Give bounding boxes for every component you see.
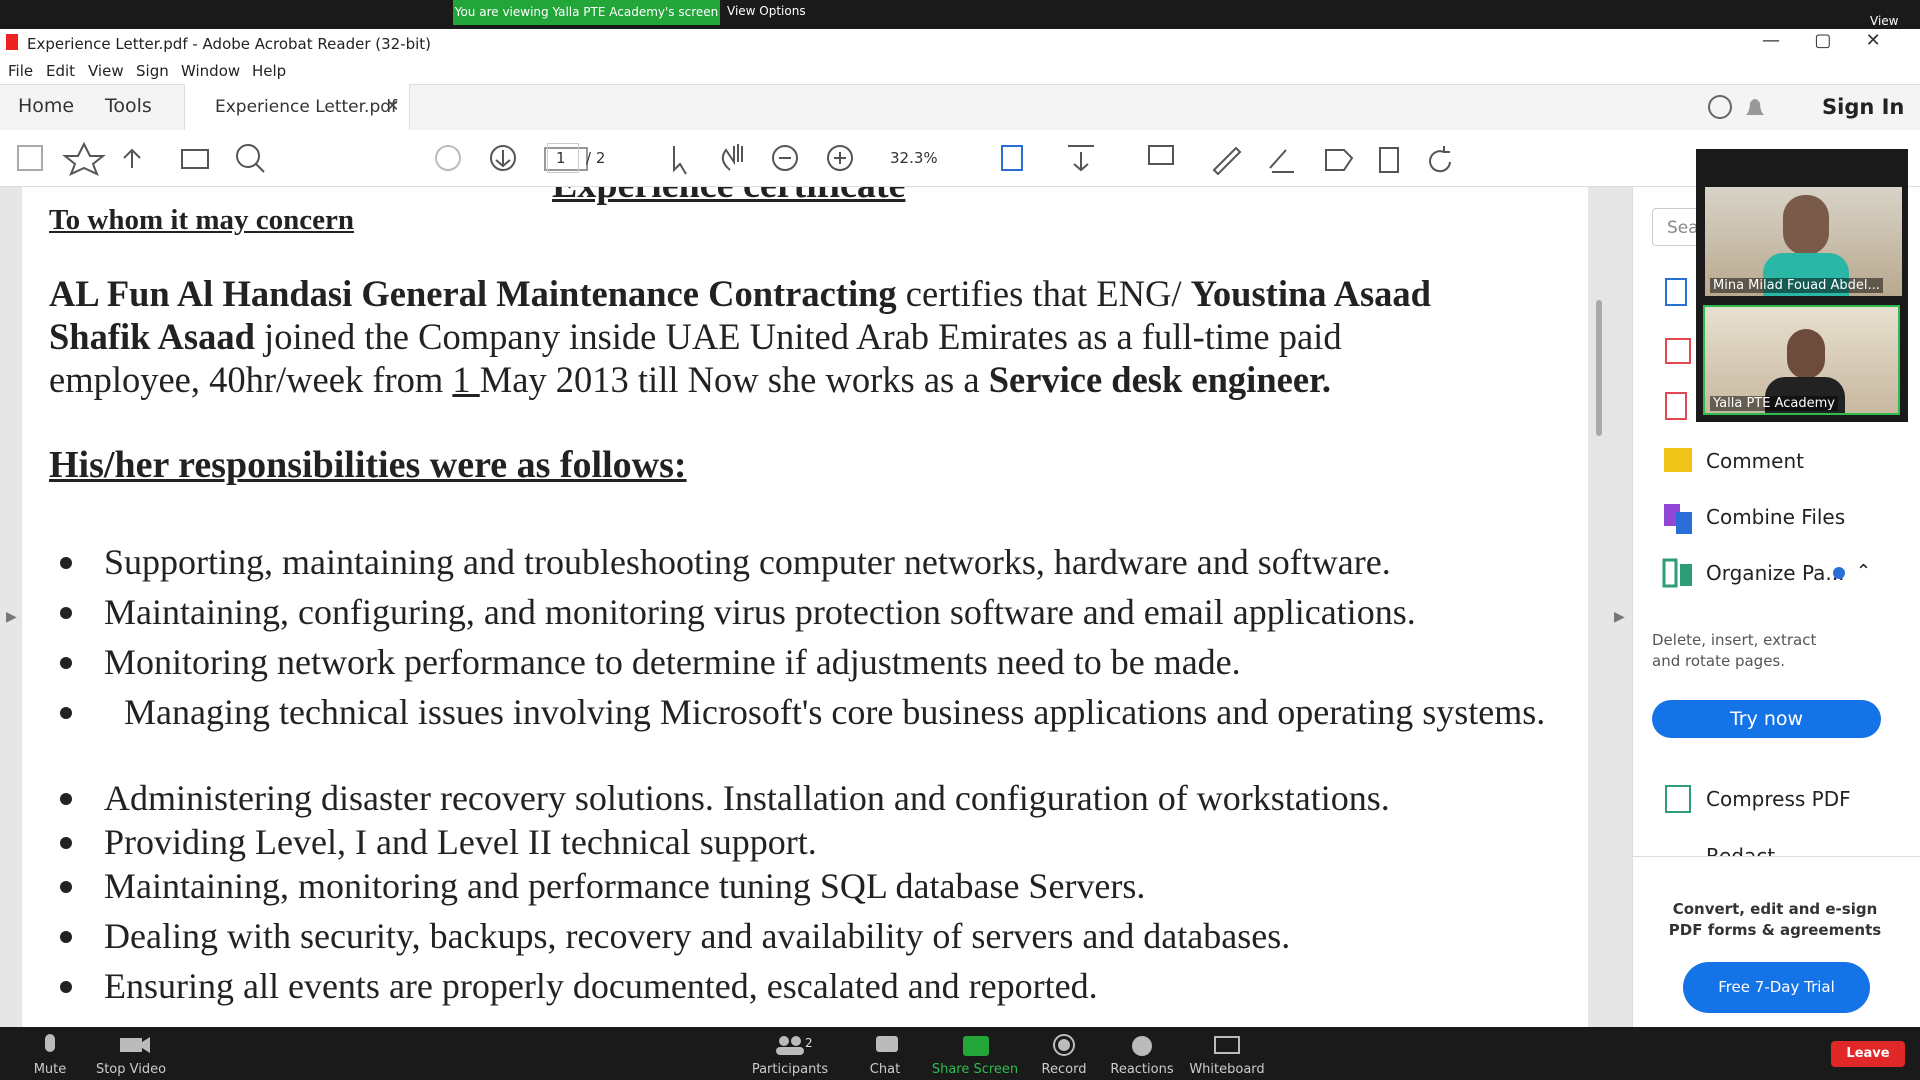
bullet-text: Managing technical issues involving Micr… [124, 692, 1546, 732]
responsibilities-heading: His/her responsibilities were as follows… [49, 444, 687, 486]
pdf-icon [6, 34, 18, 50]
free-trial-button[interactable]: Free 7-Day Trial [1683, 962, 1870, 1013]
tool-item[interactable]: Organize Pa... [1706, 561, 1845, 585]
redact-clip: Redact [1632, 830, 1920, 857]
participants[interactable]: Participants [751, 1062, 829, 1077]
text-run: certifies that ENG/ [896, 273, 1191, 314]
zoom-level[interactable]: 32.3% [890, 149, 938, 167]
bullet-item: Ensuring all events are properly documen… [60, 965, 1406, 1007]
menu-item[interactable]: View [88, 62, 124, 80]
promo-text: Convert, edit and e-sign PDF forms & agr… [1668, 900, 1882, 939]
try-now-button[interactable]: Try now [1652, 700, 1881, 738]
document-tab[interactable] [184, 84, 410, 130]
bullet-item: Providing Level, I and Level II technica… [60, 821, 1406, 863]
home-tab[interactable]: Home [18, 95, 75, 117]
total-pages: / 2 [586, 149, 606, 167]
right-panel-toggle[interactable]: ▶ [1614, 608, 1625, 624]
text-run: joined the Company inside UAE United Ara… [49, 316, 1342, 400]
doc-heading: Experience certificate [552, 187, 905, 207]
bullet-text: Ensuring all events are properly documen… [104, 966, 1098, 1006]
bullet-text: Monitoring network performance to determ… [104, 642, 1241, 682]
bullet-item: Dealing with security, backups, recovery… [60, 915, 1406, 957]
chat[interactable]: Chat [869, 1062, 901, 1077]
bullet-text: Providing Level, I and Level II technica… [104, 822, 817, 862]
new-badge [1833, 567, 1845, 579]
tools-tab[interactable]: Tools [105, 95, 152, 117]
menu-item[interactable]: Help [252, 62, 287, 80]
tool-icons [1662, 448, 1692, 588]
mute[interactable]: Mute [33, 1062, 67, 1077]
menu-bar [0, 58, 1920, 84]
bullet-item: Supporting, maintaining and troubleshoot… [60, 541, 1406, 583]
divider [1632, 856, 1920, 857]
meeting-controls [0, 1027, 1920, 1080]
bullet-text: Administering disaster recovery solution… [104, 778, 1390, 818]
left-panel-toggle[interactable]: ▶ [6, 608, 17, 624]
document-tab-label: Experience Letter.pdf [215, 97, 398, 117]
organize-description: Delete, insert, extract and rotate pages… [1652, 631, 1817, 670]
compress-icon [1665, 785, 1691, 813]
text-run: AL Fun Al Handasi General Maintenance Co… [49, 273, 897, 314]
pane-icons [1665, 278, 1691, 420]
compress-pdf[interactable]: Compress PDF [1706, 787, 1851, 811]
stop-video[interactable]: Stop Video [95, 1062, 167, 1077]
salutation: To whom it may concern [49, 204, 355, 236]
record[interactable]: Record [1041, 1062, 1087, 1077]
bullet-item: Managing technical issues involving Micr… [60, 691, 1546, 733]
bullet-text: Maintaining, monitoring and performance … [104, 866, 1146, 906]
page-number: 1 [556, 149, 566, 167]
bullet-text: Dealing with security, backups, recovery… [104, 916, 1291, 956]
text-run: Service desk engineer. [988, 359, 1331, 400]
menu-item[interactable]: Window [181, 62, 241, 80]
participant-name: Mina Milad Fouad Abdel... [1710, 278, 1883, 293]
whiteboard[interactable]: Whiteboard [1189, 1062, 1265, 1077]
page-input[interactable] [547, 143, 579, 173]
window-title: Experience Letter.pdf - Adobe Acrobat Re… [27, 35, 432, 53]
menu-item[interactable]: Sign [136, 62, 169, 80]
view-button[interactable]: View [1870, 14, 1899, 28]
share-banner: You are viewing Yalla PTE Academy's scre… [453, 0, 720, 25]
view-options[interactable]: View Options [727, 4, 806, 18]
bullet-text: Supporting, maintaining and troubleshoot… [104, 542, 1391, 582]
menu-item[interactable]: File [8, 62, 34, 80]
certificate-paragraph: AL Fun Al Handasi General Maintenance Co… [49, 272, 1479, 401]
reactions[interactable]: Reactions [1110, 1062, 1174, 1077]
bullet-item: Administering disaster recovery solution… [60, 777, 1406, 819]
bullet-item: Monitoring network performance to determ… [60, 641, 1406, 683]
redact[interactable]: Redact [1706, 844, 1776, 857]
participant-name: Yalla PTE Academy [1710, 396, 1838, 411]
window-controls[interactable]: — ▢ ✕ [1762, 30, 1881, 51]
bullet-item: Maintaining, configuring, and monitoring… [60, 591, 1416, 633]
text-run: Youstina Asaad Shafik Asaad [49, 273, 1431, 357]
text-run: 1 [452, 359, 480, 400]
close-tab[interactable]: ✕ [386, 96, 400, 115]
share-screen[interactable]: Share Screen [931, 1062, 1019, 1077]
text-run: May 2013 till Now she works as a [479, 359, 989, 400]
bullet-item: Maintaining, monitoring and performance … [60, 865, 1406, 907]
menu-item[interactable]: Edit [46, 62, 76, 80]
pdf-page: Experience certificate To whom it may co… [22, 187, 1588, 1027]
scrollbar[interactable] [1596, 300, 1602, 436]
tool-item[interactable]: Comment [1706, 449, 1804, 473]
bullet-text: Maintaining, configuring, and monitoring… [104, 592, 1416, 632]
sign-in[interactable]: Sign In [1822, 95, 1905, 119]
toolbar-icons[interactable] [14, 140, 1454, 176]
tool-item[interactable]: Combine Files [1706, 505, 1846, 529]
meeting-bar [0, 0, 1920, 29]
help-bell-icons[interactable] [1706, 93, 1766, 121]
participant-count: 2 [805, 1036, 813, 1050]
collapse-chevron[interactable]: ⌃ [1856, 561, 1872, 581]
leave-button[interactable]: Leave [1831, 1041, 1905, 1067]
control-icons [45, 1034, 1240, 1056]
toolbar [0, 130, 1920, 187]
